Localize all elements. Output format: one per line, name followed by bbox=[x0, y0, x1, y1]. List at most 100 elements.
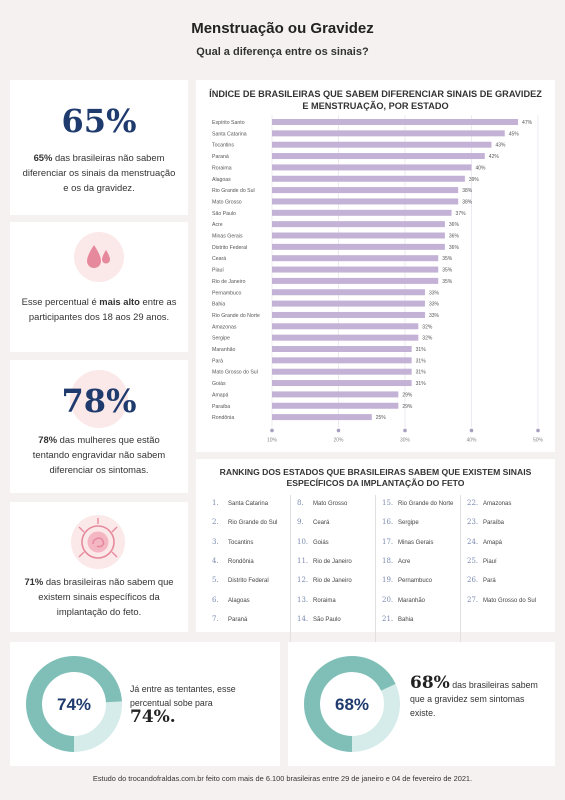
footer-note: Estudo do trocandofraldas.com.br feito c… bbox=[92, 774, 473, 783]
ranking-state: Ceará bbox=[313, 520, 330, 527]
y-tick-label: Rio Grande do Norte bbox=[212, 313, 260, 319]
donut-68-text: 68% das brasileiras sabem que a gravidez… bbox=[410, 675, 546, 720]
bar bbox=[272, 187, 459, 194]
stat-big-78: 78% bbox=[61, 382, 137, 420]
stat-text-age-pre: Esse percentual é bbox=[21, 296, 100, 307]
ranking-number: 3. bbox=[212, 537, 219, 546]
data-label: 29% bbox=[402, 392, 413, 398]
ranking-item: 13. Roraima bbox=[297, 596, 336, 604]
bar bbox=[272, 243, 445, 250]
donut-label: 68% bbox=[335, 695, 369, 714]
stat-text-71: 71% das brasileiras não sabem que existe… bbox=[20, 574, 178, 619]
stat-text-65-body: das brasileiras não sabem diferenciar os… bbox=[22, 152, 176, 193]
data-label: 33% bbox=[429, 313, 440, 319]
stat-text-71-bold: 71% bbox=[24, 576, 44, 587]
data-label: 45% bbox=[509, 131, 520, 137]
ranking-item: 20. Maranhão bbox=[382, 596, 425, 604]
bar bbox=[272, 255, 439, 262]
bar bbox=[272, 414, 372, 421]
data-label: 38% bbox=[462, 188, 473, 194]
data-label: 32% bbox=[422, 336, 433, 342]
ranking-state: Acre bbox=[398, 558, 411, 565]
donut-arc bbox=[26, 656, 122, 752]
ranking-number: 6. bbox=[212, 595, 219, 604]
x-tick-label: 20% bbox=[333, 437, 344, 443]
y-tick-label: Ceará bbox=[212, 256, 226, 262]
ranking-item: 9. Ceará bbox=[297, 518, 329, 526]
donut-68-body: das brasileiras sabem que a gravidez sem… bbox=[410, 680, 538, 718]
y-tick-label: Piauí bbox=[212, 268, 224, 274]
ranking-state: Roraima bbox=[313, 597, 336, 604]
state-bar-chart-card: ÍNDICE DE BRASILEIRAS QUE SABEM DIFERENC… bbox=[196, 80, 555, 452]
ranking-number: 27. bbox=[467, 595, 479, 604]
y-tick-label: Paraná bbox=[212, 154, 229, 160]
ranking-number: 12. bbox=[297, 576, 309, 585]
bar bbox=[272, 334, 419, 341]
ranking-state: Alagoas bbox=[228, 597, 250, 604]
ranking-number: 15. bbox=[382, 499, 394, 507]
ranking-item: 3. Tocantins bbox=[212, 538, 253, 546]
ranking-item: 23. Paraíba bbox=[467, 518, 504, 526]
bar bbox=[272, 209, 452, 216]
data-label: 25% bbox=[376, 415, 387, 421]
data-label: 35% bbox=[442, 256, 453, 262]
stat-text-65: 65% das brasileiras não sabem diferencia… bbox=[20, 150, 178, 195]
ranking-item: 25. Piauí bbox=[467, 557, 497, 565]
ranking-state: Santa Catarina bbox=[228, 501, 269, 507]
ranking-number: 26. bbox=[467, 576, 479, 585]
y-tick-label: Sergipe bbox=[212, 336, 230, 342]
stat-card-71: 71% das brasileiras não sabem que existe… bbox=[10, 502, 188, 632]
ranking-item: 10. Goiás bbox=[297, 538, 329, 546]
donut-74-body: Já entre as tentantes, esse percentual s… bbox=[130, 684, 236, 708]
y-tick-label: Goiás bbox=[212, 381, 226, 387]
ranking-item: 27. Mato Grosso do Sul bbox=[467, 596, 536, 604]
stat-text-65-bold: 65% bbox=[33, 152, 53, 163]
tick-dot bbox=[403, 428, 407, 433]
y-tick-label: Maranhão bbox=[212, 347, 235, 353]
ranking-state: Rio Grande do Norte bbox=[398, 501, 454, 507]
ranking-item: 11. Rio de Janeiro bbox=[297, 557, 352, 565]
ranking-card: RANKING DOS ESTADOS QUE BRASILEIRAS SABE… bbox=[196, 459, 555, 645]
ranking-item: 22. Amazonas bbox=[467, 499, 511, 507]
data-label: 35% bbox=[442, 268, 453, 274]
ranking-number: 9. bbox=[297, 518, 304, 527]
y-tick-label: Rio de Janeiro bbox=[212, 279, 246, 285]
bar bbox=[272, 323, 419, 330]
bar bbox=[272, 346, 412, 352]
y-tick-label: Espírito Santo bbox=[212, 120, 245, 126]
y-tick-label: Mato Grosso do Sul bbox=[212, 370, 258, 376]
stat-card-65: 65% 65% das brasileiras não sabem difere… bbox=[10, 80, 188, 215]
data-label: 31% bbox=[416, 358, 427, 364]
ranking-number: 5. bbox=[212, 576, 219, 585]
y-tick-label: Pernambuco bbox=[212, 290, 242, 296]
y-tick-label: Amapá bbox=[212, 392, 229, 398]
stat-text-78-bold: 78% bbox=[38, 434, 58, 445]
data-label: 38% bbox=[462, 199, 473, 205]
ranking-state: Goiás bbox=[313, 539, 329, 546]
stat-card-age: Esse percentual é mais alto entre as par… bbox=[10, 222, 188, 352]
data-label: 47% bbox=[522, 120, 533, 126]
donut-74: 74% bbox=[26, 656, 122, 752]
ranking-number: 11. bbox=[297, 556, 309, 565]
stat-text-age-bold: mais alto bbox=[99, 296, 140, 307]
ranking-state: Pernambuco bbox=[398, 578, 433, 585]
ranking-grid: 1. Santa Catarina 2. Rio Grande do Sul 3. Toc… bbox=[206, 495, 536, 645]
ranking-state: Rio Grande do Sul bbox=[228, 520, 278, 527]
ranking-number: 25. bbox=[467, 556, 479, 565]
bar bbox=[272, 232, 445, 239]
x-tick-label: 30% bbox=[400, 437, 411, 443]
donut-label: 74% bbox=[57, 695, 91, 714]
ranking-item: 7. Paraná bbox=[212, 615, 247, 623]
ranking-number: 8. bbox=[297, 499, 304, 507]
y-tick-label: Rio Grande do Sul bbox=[212, 188, 255, 194]
ranking-state: Pará bbox=[483, 578, 496, 585]
bar bbox=[272, 198, 459, 205]
bar bbox=[272, 141, 492, 148]
y-tick-label: Pará bbox=[212, 358, 223, 364]
ranking-number: 24. bbox=[467, 537, 479, 546]
data-label: 32% bbox=[422, 324, 433, 330]
y-tick-label: Paraíba bbox=[212, 404, 230, 410]
tick-dot bbox=[536, 428, 540, 433]
tick-dot bbox=[336, 428, 341, 433]
y-tick-label: Amazonas bbox=[212, 324, 237, 330]
